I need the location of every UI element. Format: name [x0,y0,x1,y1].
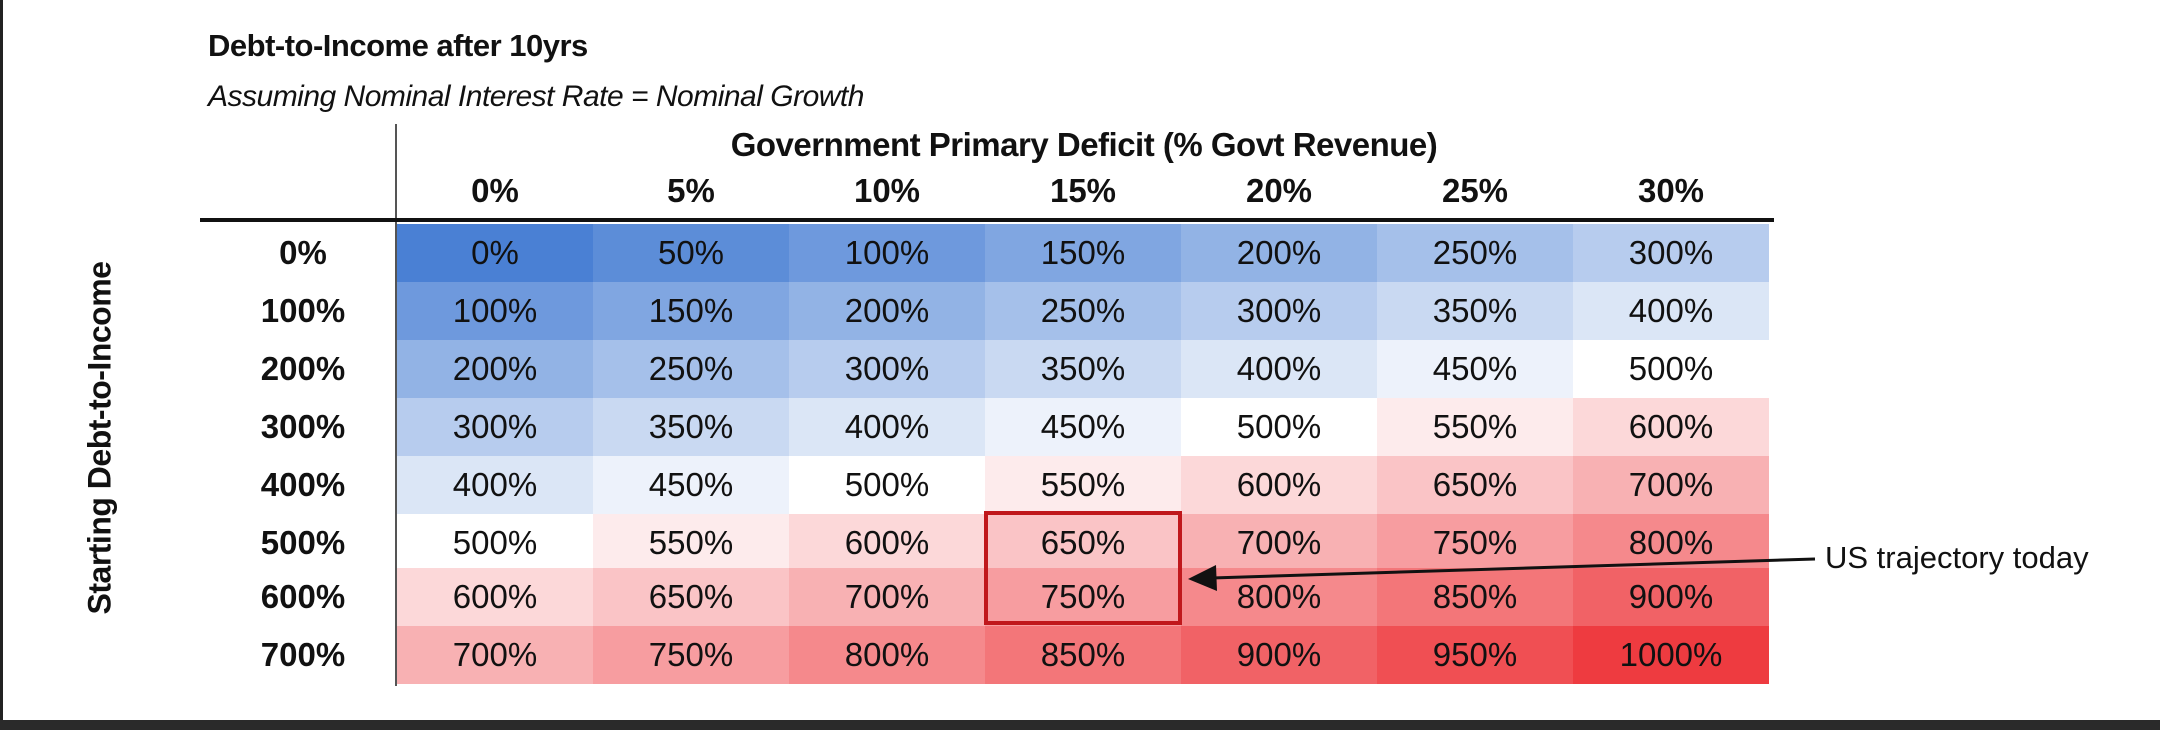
heatmap-cell: 0% [397,224,593,282]
heatmap-cell: 900% [1181,626,1377,684]
heatmap-cell: 400% [789,398,985,456]
row-header: 300% [260,408,346,445]
heatmap-cell: 700% [1573,456,1769,514]
heatmap-cell: 600% [1181,456,1377,514]
heatmap-cell: 450% [985,398,1181,456]
heatmap-cell: 600% [1573,398,1769,456]
heatmap-cell: 100% [789,224,985,282]
column-header: 0% [471,172,519,209]
heatmap-cell: 400% [397,456,593,514]
heatmap-cell: 650% [985,514,1181,572]
frame-bottom-border [0,720,2160,730]
heatmap-cell: 500% [1181,398,1377,456]
heatmap-cell: 250% [1377,224,1573,282]
heatmap-cell: 400% [1573,282,1769,340]
column-header: 10% [853,172,921,209]
heatmap-cell: 450% [593,456,789,514]
row-header: 200% [260,350,346,387]
heatmap-cell: 250% [985,282,1181,340]
heatmap-cell: 650% [1377,456,1573,514]
heatmap-cell: 750% [985,568,1181,626]
heatmap-cell: 700% [789,568,985,626]
heatmap-cell: 50% [593,224,789,282]
column-header: 30% [1637,172,1705,209]
column-header: 5% [667,172,715,209]
highlight-box [984,511,1182,625]
x-axis-title: Government Primary Deficit (% Govt Reven… [730,126,1438,163]
heatmap-cell: 850% [985,626,1181,684]
heatmap-cell: 750% [1377,514,1573,572]
chart-subtitle: Assuming Nominal Interest Rate = Nominal… [208,80,864,113]
row-header: 500% [260,524,346,561]
heatmap-cell: 350% [1377,282,1573,340]
heatmap-cell: 600% [397,568,593,626]
heatmap-cell: 200% [397,340,593,398]
heatmap-cell: 650% [593,568,789,626]
annotation-label: US trajectory today [1825,540,2089,575]
heatmap-cell: 100% [397,282,593,340]
heatmap-cell: 150% [593,282,789,340]
column-header: 15% [1049,172,1117,209]
frame-left-border [0,0,3,720]
heatmap-cell: 250% [593,340,789,398]
column-header-divider [200,218,1774,222]
column-header: 25% [1441,172,1509,209]
row-header: 400% [260,466,346,503]
heatmap-cell: 800% [1181,568,1377,626]
heatmap-cell: 1000% [1573,626,1769,684]
row-header: 0% [279,234,327,271]
heatmap-cell: 350% [593,398,789,456]
heatmap-cell: 900% [1573,568,1769,626]
row-header: 600% [260,578,346,615]
heatmap-cell: 800% [1573,514,1769,572]
heatmap-cell: 300% [1573,224,1769,282]
heatmap-cell: 950% [1377,626,1573,684]
row-header: 100% [260,292,346,329]
heatmap-cell: 400% [1181,340,1377,398]
heatmap-cell: 700% [397,626,593,684]
heatmap-cell: 550% [985,456,1181,514]
heatmap-cell: 850% [1377,568,1573,626]
heatmap-cell: 500% [1573,340,1769,398]
heatmap-cell: 600% [789,514,985,572]
heatmap-cell: 450% [1377,340,1573,398]
heatmap-cell: 200% [789,282,985,340]
row-header: 700% [260,636,346,673]
heatmap-cell: 150% [985,224,1181,282]
heatmap-cell: 700% [1181,514,1377,572]
heatmap-cell: 300% [1181,282,1377,340]
heatmap-cell: 350% [985,340,1181,398]
heatmap-cell: 550% [1377,398,1573,456]
heatmap-cell: 500% [397,514,593,572]
heatmap-cell: 800% [789,626,985,684]
chart-title: Debt-to-Income after 10yrs [208,28,588,63]
heatmap-cell: 200% [1181,224,1377,282]
heatmap-cell: 300% [789,340,985,398]
row-header-divider [395,124,397,686]
heatmap-cell: 300% [397,398,593,456]
heatmap-cell: 500% [789,456,985,514]
heatmap-cell: 550% [593,514,789,572]
column-header: 20% [1245,172,1313,209]
heatmap-cell: 750% [593,626,789,684]
